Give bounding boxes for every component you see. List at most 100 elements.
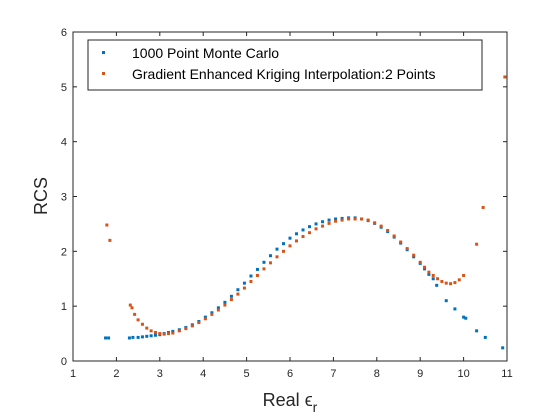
data-point [255,273,259,277]
data-point [334,219,338,223]
x-axis-label-subscript: r [313,399,318,415]
data-point [314,222,318,226]
data-point [229,298,233,302]
data-point [190,324,194,328]
data-point [431,273,435,277]
y-tick-label: 0 [61,356,67,368]
data-point [501,346,505,350]
data-point [223,303,227,307]
data-point [268,254,272,258]
data-point [301,235,305,239]
data-point [171,329,175,333]
data-point [314,227,318,231]
data-point [140,322,144,326]
data-point [242,286,246,290]
x-axis-label-text: Real [263,390,300,410]
legend-marker-kriging [102,72,105,75]
data-point [255,267,259,271]
data-point [149,329,153,333]
data-point [216,308,220,312]
data-point [399,240,403,244]
data-point [427,270,431,274]
series-1 [105,75,507,336]
data-point [423,265,427,269]
data-point [436,277,440,281]
data-point [203,315,207,319]
data-point [321,224,325,228]
data-point [162,332,166,336]
data-point [145,334,149,338]
data-point [440,279,444,283]
x-tick-label: 8 [374,368,380,380]
x-tick-label: 5 [244,368,250,380]
data-point [353,217,357,221]
data-point [412,255,416,259]
data-point [453,307,457,311]
data-point [249,279,253,283]
x-tick-label: 6 [287,368,293,380]
data-point [229,294,233,298]
data-point [475,242,479,246]
data-point [418,260,422,264]
data-point [127,336,131,340]
data-point [475,329,479,333]
data-point [483,335,487,339]
data-point [340,216,344,220]
legend-label-kriging: Gradient Enhanced Kriging Interpolation:… [132,66,436,82]
x-tick-label: 4 [200,368,206,380]
data-point [281,242,285,246]
data-point [503,75,507,79]
x-tick-label: 3 [157,368,163,380]
data-point [149,334,153,338]
data-point [130,306,134,310]
x-tick-label: 1 [70,368,76,380]
data-point [431,277,435,281]
data-point [423,267,427,271]
data-point [392,234,396,238]
x-tick-label: 11 [501,368,512,380]
data-point [327,221,331,225]
data-point [262,267,266,271]
data-point [136,318,140,322]
y-tick-label: 2 [61,246,67,258]
data-point [464,316,468,320]
data-point [435,283,439,287]
y-axis-label: RCS [31,177,51,215]
data-point [242,281,246,285]
legend: 1000 Point Monte Carlo Gradient Enhanced… [87,39,483,91]
y-tick-label: 3 [61,192,67,204]
data-point [145,326,149,330]
y-tick-label: 5 [61,82,67,94]
data-point [405,247,409,251]
data-point [236,292,240,296]
data-point [321,220,325,224]
data-point [462,315,466,319]
data-point [105,223,109,227]
legend-marker-monte-carlo [102,51,105,54]
y-tick-labels: 0 1 2 3 4 5 6 [61,27,67,368]
data-point [140,335,144,339]
data-point [327,218,331,222]
data-point [462,273,466,277]
data-point [131,335,135,339]
data-point [386,229,390,232]
y-tick-label: 6 [61,27,67,39]
data-point [107,336,111,340]
data-point [453,281,457,285]
data-point [288,236,292,240]
data-point [128,303,132,307]
data-point [295,239,299,243]
legend-label-monte-carlo: 1000 Point Monte Carlo [132,45,279,61]
data-point [334,217,338,221]
x-tick-label: 7 [330,368,336,380]
y-tick-label: 4 [61,137,67,149]
data-point [184,327,188,331]
data-point [379,224,383,228]
data-point [249,274,253,278]
data-point [275,247,279,251]
x-tick-labels: 1 2 3 4 5 6 7 8 9 10 11 [70,368,513,380]
data-point [133,312,137,316]
data-point [197,321,201,325]
data-point [216,306,220,310]
